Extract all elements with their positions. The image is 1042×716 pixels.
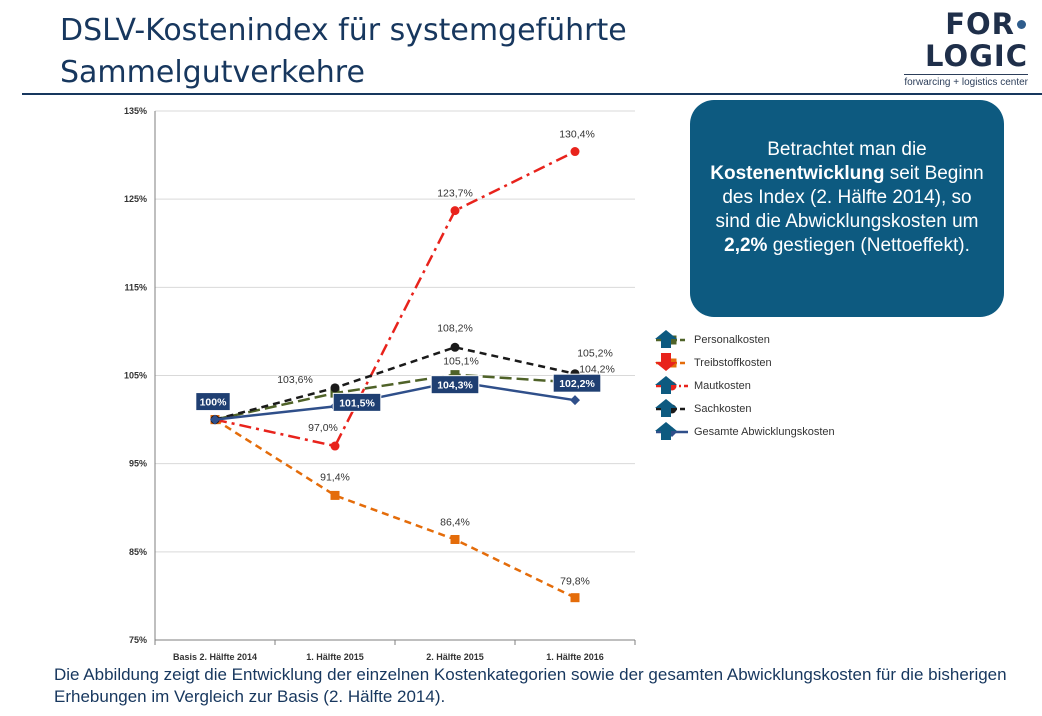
arrow-shape [655,353,677,371]
series-line [214,150,576,448]
data-point [330,383,340,393]
figure-caption: Die Abbildung zeigt die Entwicklung der … [54,665,1007,706]
series-line [214,373,576,421]
data-label: 101,5% [339,397,375,409]
logo-word-left: FOR [945,7,1015,41]
legend-item: Gesamte Abwicklungskosten [654,421,954,443]
data-point [570,395,580,406]
arrow-shape [655,422,677,440]
chart-data-labels: 105,1% 104,2% 91,4% 86,4% 79,8% 97,0% 123,7% 13… [195,129,615,588]
data-point [450,534,460,544]
data-label: 91,4% [320,471,350,483]
logo-word-right: LOGIC [925,39,1028,73]
legend-label: Mautkosten [694,380,751,392]
data-label-box [552,373,602,393]
legend-label: Gesamte Abwicklungskosten [694,426,835,438]
data-label: 97,0% [308,422,338,434]
info-callout: Betrachtet man die Kostenentwicklung sei… [690,100,1004,317]
y-tick-label: 125% [124,194,147,204]
data-point [667,335,677,345]
y-tick-label: 95% [129,459,147,469]
legend-label: Sachkosten [694,403,752,415]
data-point [210,414,220,425]
callout-bold-2: 2,2% [724,235,768,256]
data-label: 104,2% [579,364,615,376]
arrow-up-icon [655,330,677,348]
data-label: 108,2% [437,322,473,334]
legend-item: Sachkosten [654,398,954,420]
legend-label: Treibstoffkosten [694,357,772,369]
data-label: 123,7% [437,188,473,200]
callout-text-3: gestiegen (Nettoeffekt). [772,235,970,256]
logo-subtitle: forwarcing + logistics center [904,74,1028,88]
chart-series [210,147,580,603]
logo-dot-icon [1017,19,1026,29]
data-label: 79,8% [560,576,590,588]
callout-text-1: Betrachtet man die [767,139,927,160]
data-label: 102,2% [559,378,595,390]
data-label: 105,1% [443,356,479,368]
series-line [214,418,576,599]
series-3 [210,147,580,451]
series-5 [210,376,580,425]
chart-axes: 75% 85% 95% 105% 115% 125% 135% Basis 2. Hälfte… [124,106,636,662]
arrow-down-icon [655,353,677,371]
data-label-box [195,392,231,412]
page-title: DSLV-Kostenindex für systemgeführte Samm… [60,13,627,90]
series-2 [210,415,580,603]
x-tick-label: Basis 2. Hälfte 2014 [173,652,257,662]
data-point [450,342,460,352]
data-point [570,147,580,157]
series-4 [210,342,580,425]
arrow-shape [655,330,677,348]
header-divider [22,93,1042,95]
data-label: 104,3% [437,380,473,392]
data-point [330,490,340,500]
x-tick-label: 2. Hälfte 2015 [426,652,484,662]
y-tick-label: 135% [124,106,147,116]
chart-grid [155,110,635,553]
data-point [330,441,340,451]
arrow-shape [655,376,677,394]
data-label: 100% [200,397,228,409]
data-point [450,370,460,380]
y-tick-label: 115% [124,282,147,292]
legend-swatch [656,335,688,345]
arrow-shape [655,399,677,417]
y-tick-label: 75% [129,635,147,645]
legend-item: Mautkosten [654,375,954,397]
y-tick-label: 105% [124,371,147,381]
legend-label: Personalkosten [694,334,770,346]
data-label: 105,2% [577,348,613,360]
y-tick-label: 85% [129,547,147,557]
x-tick-label: 1. Hälfte 2015 [306,652,364,662]
callout-bold-1: Kostenentwicklung [710,163,885,184]
arrow-up-icon [655,376,677,394]
series-1 [210,370,580,425]
legend-item: Personalkosten [654,329,954,351]
series-line [214,346,576,421]
data-label: 103,6% [277,374,313,386]
data-point [570,593,580,603]
data-label: 86,4% [440,516,470,528]
data-label-box [332,392,382,412]
logo-wordmark: FORLOGIC [848,8,1028,72]
company-logo: FORLOGIC forwarcing + logistics center [848,8,1028,90]
legend-item: Treibstoffkosten [654,352,954,374]
data-label-box [430,375,480,395]
x-tick-label: 1. Hälfte 2016 [546,652,604,662]
callout-text-2: seit Beginn des Index (2. Hälfte 2014), … [715,163,984,232]
arrow-up-icon [655,399,677,417]
data-point [450,206,460,216]
arrow-up-icon [655,422,677,440]
series-line [214,380,576,421]
data-label: 130,4% [559,129,595,141]
